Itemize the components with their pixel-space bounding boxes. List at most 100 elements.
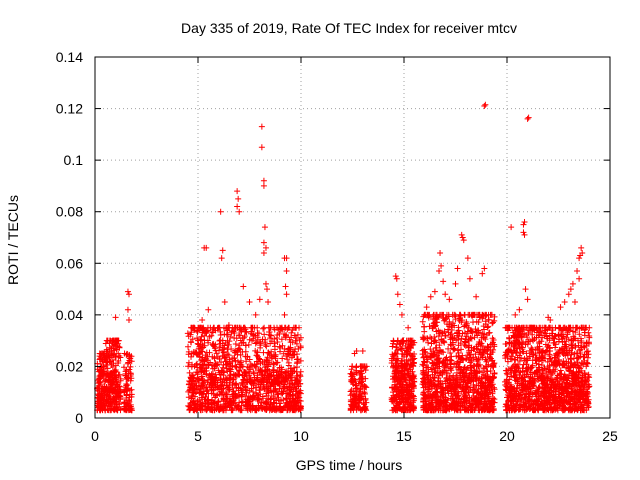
data-point [238,362,245,369]
data-point [253,377,260,384]
data-point [219,389,226,396]
data-point [283,291,290,298]
data-point [238,391,245,398]
data-point [481,102,488,109]
data-point [226,368,233,375]
data-point [236,208,243,215]
data-point [256,355,263,362]
data-point [250,369,257,376]
data-point [193,349,200,356]
data-point [244,396,251,403]
data-point [274,332,281,339]
data-point [354,384,361,391]
data-point [296,389,303,396]
data-point [202,365,209,372]
data-point [278,336,285,343]
data-point [209,407,216,414]
data-point [232,357,239,364]
data-point [235,385,242,392]
data-point [198,348,205,355]
data-point [213,350,220,357]
data-point [291,332,298,339]
x-tick-label: 20 [499,428,515,444]
data-point [126,396,133,403]
data-point [189,374,196,381]
data-point [361,364,368,371]
data-point [221,398,228,405]
data-point [225,352,232,359]
data-point [199,327,206,334]
data-point [116,352,123,359]
data-point [221,379,228,386]
data-point [219,344,226,351]
data-point [282,283,289,290]
data-point [268,372,275,379]
data-point [450,346,457,353]
data-point [222,325,229,332]
data-point [241,324,248,331]
data-point [419,318,426,325]
data-point [283,268,290,275]
data-point [565,291,572,298]
data-point [424,335,431,342]
data-point [263,390,270,397]
data-point [240,382,247,389]
data-point [188,353,195,360]
data-point [291,368,298,375]
data-point [214,402,221,409]
data-point [185,343,192,350]
x-tick-label: 15 [396,428,412,444]
data-point [246,364,253,371]
data-point [239,335,246,342]
data-point [201,396,208,403]
data-point [239,380,246,387]
data-point [235,371,242,378]
data-point [243,389,250,396]
data-point [127,377,134,384]
data-point [284,356,291,363]
data-point [466,275,473,282]
data-point [576,275,583,282]
data-point [200,388,207,395]
data-point [244,379,251,386]
data-point [347,392,354,399]
data-point [473,293,480,300]
data-point [274,359,281,366]
data-point [187,384,194,391]
data-point [261,324,268,331]
data-point [561,298,568,305]
data-points [94,101,593,414]
data-point [110,397,117,404]
data-point [263,361,270,368]
data-point [207,359,214,366]
data-point [127,363,134,370]
data-point [257,402,264,409]
data-point [584,354,591,361]
data-point [218,367,225,374]
data-point [353,369,360,376]
data-point [103,359,110,366]
x-tick-labels: 0 5 10 15 20 25 [91,428,618,444]
data-point [293,356,300,363]
data-point [216,344,223,351]
data-point [251,374,258,381]
data-point [270,393,277,400]
data-point [111,386,118,393]
data-point [217,403,224,410]
data-point [272,355,279,362]
data-point [584,348,591,355]
data-point [194,364,201,371]
data-point [187,331,194,338]
data-point [516,306,523,313]
data-point [121,364,128,371]
data-point [442,291,449,298]
data-point [200,326,207,333]
data-point [247,361,254,368]
data-point [263,405,270,412]
y-tick-label: 0.08 [56,204,83,220]
data-point [114,407,121,414]
data-point [355,404,362,411]
data-point [262,341,269,348]
data-point [266,329,273,336]
data-point [351,403,358,410]
